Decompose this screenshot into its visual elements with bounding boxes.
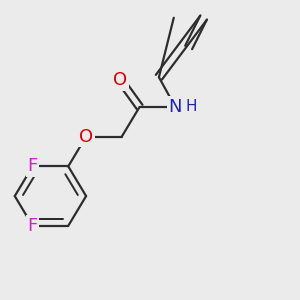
Text: H: H [186, 99, 197, 114]
Text: N: N [169, 98, 182, 116]
Text: O: O [79, 128, 93, 146]
Text: O: O [113, 71, 127, 89]
Text: F: F [28, 157, 38, 175]
Text: F: F [28, 217, 38, 235]
